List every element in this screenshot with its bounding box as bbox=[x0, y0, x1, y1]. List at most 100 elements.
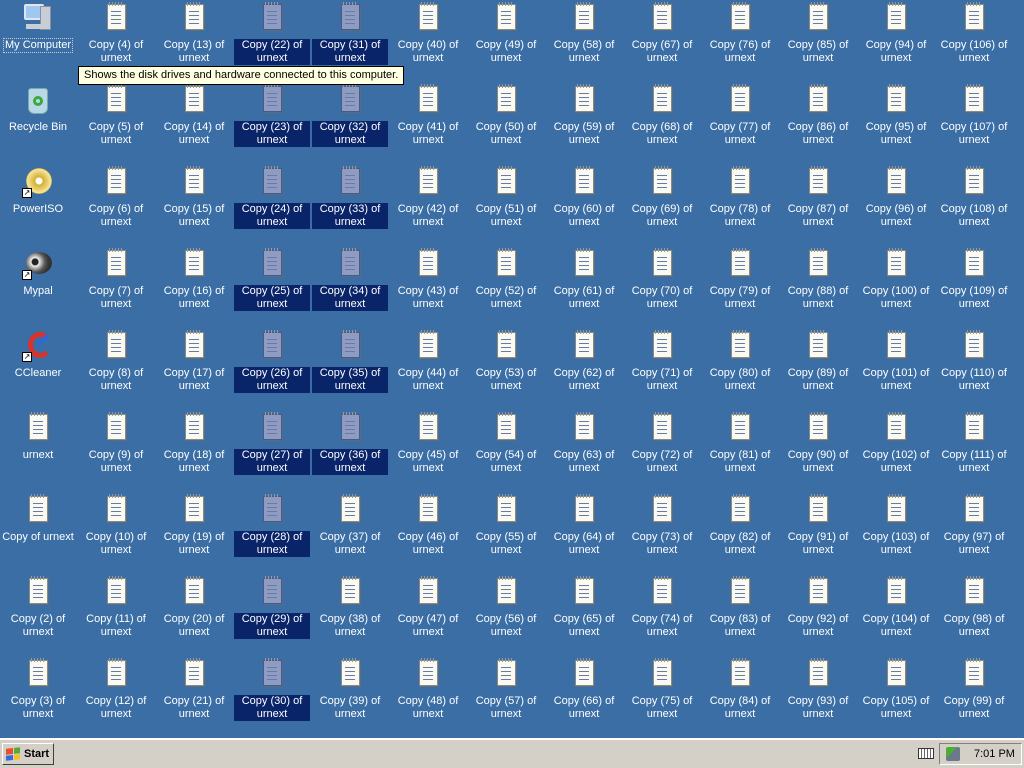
desktop-icon[interactable]: Copy (70) of urnext bbox=[624, 248, 700, 311]
desktop-icon[interactable]: Copy (66) of urnext bbox=[546, 658, 622, 721]
desktop-icon[interactable]: Copy (81) of urnext bbox=[702, 412, 778, 475]
desktop-icon[interactable]: Copy (80) of urnext bbox=[702, 330, 778, 393]
desktop-icon[interactable]: Copy (34) of urnext bbox=[312, 248, 388, 311]
desktop-icon[interactable]: Copy (97) of urnext bbox=[936, 494, 1012, 557]
start-button[interactable]: Start bbox=[2, 743, 54, 765]
desktop[interactable]: My Computer Recycle Bin ↗ PowerISO ↗ Mypal ↗ CC… bbox=[0, 0, 1024, 738]
desktop-icon[interactable]: Copy (104) of urnext bbox=[858, 576, 934, 639]
desktop-icon[interactable]: Copy (24) of urnext bbox=[234, 166, 310, 229]
desktop-icon[interactable]: Copy (44) of urnext bbox=[390, 330, 466, 393]
desktop-icon[interactable]: Copy (41) of urnext bbox=[390, 84, 466, 147]
desktop-icon[interactable]: Copy (110) of urnext bbox=[936, 330, 1012, 393]
desktop-icon[interactable]: ↗ Mypal bbox=[0, 248, 76, 298]
desktop-icon[interactable]: Copy (6) of urnext bbox=[78, 166, 154, 229]
desktop-icon[interactable]: Copy (57) of urnext bbox=[468, 658, 544, 721]
desktop-icon[interactable]: Copy (14) of urnext bbox=[156, 84, 232, 147]
desktop-icon[interactable]: Copy (100) of urnext bbox=[858, 248, 934, 311]
desktop-icon[interactable]: Copy (92) of urnext bbox=[780, 576, 856, 639]
desktop-icon[interactable]: Copy (13) of urnext bbox=[156, 2, 232, 65]
desktop-icon[interactable]: Copy (75) of urnext bbox=[624, 658, 700, 721]
desktop-icon[interactable]: Copy (46) of urnext bbox=[390, 494, 466, 557]
desktop-icon[interactable]: urnext bbox=[0, 412, 76, 462]
desktop-icon[interactable]: ↗ CCleaner bbox=[0, 330, 76, 380]
desktop-icon[interactable]: Copy (74) of urnext bbox=[624, 576, 700, 639]
clock[interactable]: 7:01 PM bbox=[974, 748, 1015, 760]
desktop-icon[interactable]: Copy (85) of urnext bbox=[780, 2, 856, 65]
desktop-icon[interactable]: Copy (60) of urnext bbox=[546, 166, 622, 229]
network-icon[interactable] bbox=[946, 747, 960, 761]
desktop-icon[interactable]: Copy (82) of urnext bbox=[702, 494, 778, 557]
desktop-icon[interactable]: Copy (98) of urnext bbox=[936, 576, 1012, 639]
desktop-icon[interactable]: Copy (106) of urnext bbox=[936, 2, 1012, 65]
desktop-icon[interactable]: Copy (42) of urnext bbox=[390, 166, 466, 229]
desktop-icon[interactable]: Copy (93) of urnext bbox=[780, 658, 856, 721]
desktop-icon[interactable]: Copy of urnext bbox=[0, 494, 76, 544]
desktop-icon[interactable]: Copy (30) of urnext bbox=[234, 658, 310, 721]
desktop-icon[interactable]: Copy (25) of urnext bbox=[234, 248, 310, 311]
desktop-icon[interactable]: Copy (51) of urnext bbox=[468, 166, 544, 229]
desktop-icon[interactable]: Copy (18) of urnext bbox=[156, 412, 232, 475]
desktop-icon[interactable]: Copy (63) of urnext bbox=[546, 412, 622, 475]
desktop-icon[interactable]: Copy (96) of urnext bbox=[858, 166, 934, 229]
desktop-icon[interactable]: Copy (95) of urnext bbox=[858, 84, 934, 147]
desktop-icon[interactable]: Copy (59) of urnext bbox=[546, 84, 622, 147]
desktop-icon[interactable]: Copy (58) of urnext bbox=[546, 2, 622, 65]
desktop-icon[interactable]: Copy (111) of urnext bbox=[936, 412, 1012, 475]
desktop-icon[interactable]: Copy (32) of urnext bbox=[312, 84, 388, 147]
desktop-icon[interactable]: Copy (3) of urnext bbox=[0, 658, 76, 721]
desktop-icon[interactable]: Copy (56) of urnext bbox=[468, 576, 544, 639]
desktop-icon[interactable]: Copy (22) of urnext bbox=[234, 2, 310, 65]
desktop-icon[interactable]: Copy (31) of urnext bbox=[312, 2, 388, 65]
desktop-icon[interactable]: Copy (76) of urnext bbox=[702, 2, 778, 65]
desktop-icon[interactable]: Copy (26) of urnext bbox=[234, 330, 310, 393]
desktop-icon[interactable]: Copy (47) of urnext bbox=[390, 576, 466, 639]
desktop-icon[interactable]: Copy (64) of urnext bbox=[546, 494, 622, 557]
desktop-icon[interactable]: Copy (49) of urnext bbox=[468, 2, 544, 65]
desktop-icon[interactable]: Copy (19) of urnext bbox=[156, 494, 232, 557]
desktop-icon[interactable]: Copy (77) of urnext bbox=[702, 84, 778, 147]
desktop-icon[interactable]: Copy (36) of urnext bbox=[312, 412, 388, 475]
desktop-icon[interactable]: Copy (102) of urnext bbox=[858, 412, 934, 475]
desktop-icon[interactable]: Copy (35) of urnext bbox=[312, 330, 388, 393]
desktop-icon[interactable]: Copy (4) of urnext bbox=[78, 2, 154, 65]
desktop-icon[interactable]: Copy (87) of urnext bbox=[780, 166, 856, 229]
desktop-icon[interactable]: ↗ PowerISO bbox=[0, 166, 76, 216]
desktop-icon[interactable]: Copy (107) of urnext bbox=[936, 84, 1012, 147]
desktop-icon[interactable]: Copy (52) of urnext bbox=[468, 248, 544, 311]
desktop-icon[interactable]: Copy (10) of urnext bbox=[78, 494, 154, 557]
desktop-icon[interactable]: Copy (40) of urnext bbox=[390, 2, 466, 65]
desktop-icon[interactable]: Copy (67) of urnext bbox=[624, 2, 700, 65]
desktop-icon[interactable]: Copy (39) of urnext bbox=[312, 658, 388, 721]
desktop-icon[interactable]: Copy (43) of urnext bbox=[390, 248, 466, 311]
desktop-icon[interactable]: Copy (20) of urnext bbox=[156, 576, 232, 639]
desktop-icon[interactable]: Copy (99) of urnext bbox=[936, 658, 1012, 721]
desktop-icon[interactable]: Copy (55) of urnext bbox=[468, 494, 544, 557]
desktop-icon[interactable]: Copy (48) of urnext bbox=[390, 658, 466, 721]
desktop-icon[interactable]: Copy (27) of urnext bbox=[234, 412, 310, 475]
desktop-icon[interactable]: Copy (65) of urnext bbox=[546, 576, 622, 639]
desktop-icon[interactable]: Copy (50) of urnext bbox=[468, 84, 544, 147]
desktop-icon[interactable]: Copy (103) of urnext bbox=[858, 494, 934, 557]
desktop-icon[interactable]: Copy (69) of urnext bbox=[624, 166, 700, 229]
desktop-icon[interactable]: Copy (90) of urnext bbox=[780, 412, 856, 475]
desktop-icon[interactable]: Copy (108) of urnext bbox=[936, 166, 1012, 229]
desktop-icon[interactable]: Copy (86) of urnext bbox=[780, 84, 856, 147]
keyboard-icon[interactable] bbox=[918, 748, 934, 759]
desktop-icon[interactable]: Copy (68) of urnext bbox=[624, 84, 700, 147]
desktop-icon[interactable]: Copy (16) of urnext bbox=[156, 248, 232, 311]
desktop-icon[interactable]: Copy (62) of urnext bbox=[546, 330, 622, 393]
desktop-icon[interactable]: Copy (89) of urnext bbox=[780, 330, 856, 393]
desktop-icon[interactable]: Copy (12) of urnext bbox=[78, 658, 154, 721]
desktop-icon[interactable]: Copy (72) of urnext bbox=[624, 412, 700, 475]
desktop-icon[interactable]: Copy (28) of urnext bbox=[234, 494, 310, 557]
desktop-icon[interactable]: Copy (11) of urnext bbox=[78, 576, 154, 639]
desktop-icon[interactable]: Copy (101) of urnext bbox=[858, 330, 934, 393]
desktop-icon[interactable]: Copy (88) of urnext bbox=[780, 248, 856, 311]
desktop-icon[interactable]: My Computer bbox=[0, 2, 76, 53]
desktop-icon[interactable]: Copy (73) of urnext bbox=[624, 494, 700, 557]
desktop-icon[interactable]: Copy (83) of urnext bbox=[702, 576, 778, 639]
desktop-icon[interactable]: Copy (9) of urnext bbox=[78, 412, 154, 475]
desktop-icon[interactable]: Copy (37) of urnext bbox=[312, 494, 388, 557]
desktop-icon[interactable]: Copy (33) of urnext bbox=[312, 166, 388, 229]
desktop-icon[interactable]: Copy (15) of urnext bbox=[156, 166, 232, 229]
